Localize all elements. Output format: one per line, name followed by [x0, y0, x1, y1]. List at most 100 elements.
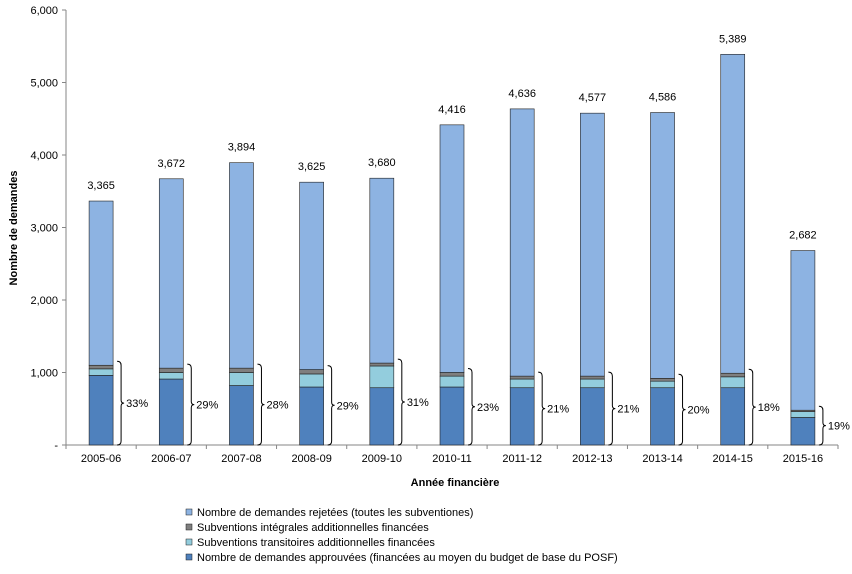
x-tick-label: 2010-11	[432, 453, 472, 465]
legend-entry: Subventions intégrales additionnelles fi…	[185, 522, 429, 534]
bar-segment	[580, 375, 605, 380]
bar-total-label: 3,894	[228, 142, 256, 154]
bar-segment	[509, 375, 535, 380]
bar-segment	[299, 369, 324, 375]
bar-segment	[369, 365, 395, 389]
funded-bracket	[117, 360, 125, 446]
legend-swatch	[185, 538, 193, 546]
bar-segment	[369, 387, 395, 446]
bar-segment	[229, 162, 254, 369]
bar-total-label: 2,682	[789, 230, 817, 242]
bar-segment	[299, 373, 324, 388]
funded-bracket	[467, 368, 476, 446]
bar-segment	[509, 108, 535, 377]
bar-segment	[158, 372, 184, 380]
funded-percentage-label: 29%	[196, 400, 218, 412]
x-tick-label: 2012-13	[572, 453, 612, 465]
legend-label: Nombre de demandes approuvées (financées…	[197, 552, 618, 564]
legend-entry: Nombre de demandes approuvées (financées…	[185, 552, 618, 564]
funded-percentage-label: 28%	[266, 400, 288, 412]
legend-swatch	[185, 508, 193, 516]
legend-swatch	[185, 523, 193, 531]
legend-entry: Nombre de demandes rejetées (toutes les …	[185, 507, 473, 519]
funded-bracket	[187, 363, 195, 446]
funded-bracket	[608, 371, 616, 446]
legend: Nombre de demandes rejetées (toutes les …	[185, 507, 618, 564]
funded-percentage-label: 18%	[758, 402, 780, 414]
bar-segment	[229, 385, 254, 446]
bar-segment	[580, 387, 605, 446]
bar-total-label: 5,389	[719, 33, 747, 45]
chart-bars	[88, 53, 816, 446]
funded-bracket	[678, 373, 686, 446]
y-tick-label: 6,000	[30, 5, 58, 17]
bar-segment	[720, 372, 746, 378]
bar-total-label: 3,680	[368, 157, 396, 169]
legend-swatch	[185, 553, 193, 561]
bar-segment	[439, 375, 465, 388]
legend-label: Subventions intégrales additionnelles fi…	[197, 522, 429, 534]
funded-percentage-label: 20%	[688, 405, 710, 417]
bar-segment	[790, 250, 816, 411]
bar-total-label: 3,625	[298, 161, 326, 173]
chart-labels: 3,365 2005-06 33% 3,672 2006-07 29% 3,894 2007-…	[81, 33, 850, 465]
bar-segment	[439, 386, 465, 446]
x-tick-label: 2006-07	[151, 453, 191, 465]
funded-bracket	[538, 371, 546, 446]
x-tick-label: 2008-09	[291, 453, 331, 465]
funded-bracket	[748, 368, 756, 446]
bar-segment	[650, 112, 675, 379]
chart-axes: - 1,000 2,000 3,000 4,000 5,000 6,000	[30, 5, 839, 452]
bar-segment	[439, 372, 465, 377]
x-axis-title: Année financière	[411, 477, 500, 489]
bar-segment	[229, 367, 254, 373]
bar-segment	[88, 364, 114, 370]
bar-segment	[720, 376, 746, 389]
bar-segment	[650, 377, 675, 382]
bar-segment	[720, 53, 746, 374]
funded-percentage-label: 23%	[477, 402, 499, 414]
bar-segment	[790, 411, 816, 418]
bar-total-label: 3,365	[87, 180, 115, 192]
bar-segment	[369, 177, 395, 364]
funded-percentage-label: 31%	[407, 397, 429, 409]
bar-segment	[88, 200, 114, 366]
y-tick-label: -	[54, 440, 58, 452]
bar-segment	[650, 387, 675, 446]
bar-segment	[88, 375, 114, 446]
bar-segment	[158, 378, 184, 446]
bar-segment	[580, 112, 605, 377]
bar-segment	[158, 367, 184, 373]
funded-percentage-label: 21%	[547, 404, 569, 416]
legend-label: Nombre de demandes rejetées (toutes les …	[197, 507, 473, 519]
x-tick-label: 2007-08	[221, 453, 261, 465]
x-tick-label: 2015-16	[783, 453, 823, 465]
bar-segment	[790, 417, 816, 446]
bar-segment	[158, 178, 184, 369]
x-tick-label: 2009-10	[362, 453, 402, 465]
bar-segment	[439, 124, 465, 373]
funded-brackets	[117, 358, 826, 446]
funded-bracket	[397, 358, 405, 446]
bar-segment	[650, 380, 675, 389]
bar-segment	[299, 181, 324, 370]
x-tick-label: 2013-14	[642, 453, 682, 465]
bar-total-label: 4,416	[438, 104, 466, 116]
bar-segment	[229, 372, 254, 386]
funded-bracket	[818, 405, 826, 446]
x-tick-label: 2011-12	[502, 453, 542, 465]
funded-bracket	[257, 363, 265, 446]
legend-label: Subventions transitoires additionnelles …	[197, 537, 435, 549]
funded-percentage-label: 33%	[126, 398, 148, 410]
bar-segment	[509, 378, 535, 389]
y-tick-label: 4,000	[30, 150, 58, 162]
bar-total-label: 4,586	[649, 92, 677, 104]
y-tick-label: 5,000	[30, 78, 58, 90]
bar-total-label: 4,577	[579, 92, 607, 104]
bar-segment	[580, 378, 605, 389]
bar-total-label: 4,636	[508, 88, 536, 100]
x-tick-label: 2014-15	[713, 453, 753, 465]
bar-segment	[88, 368, 114, 376]
legend-entry: Subventions transitoires additionnelles …	[185, 537, 435, 549]
bar-segment	[720, 387, 746, 446]
